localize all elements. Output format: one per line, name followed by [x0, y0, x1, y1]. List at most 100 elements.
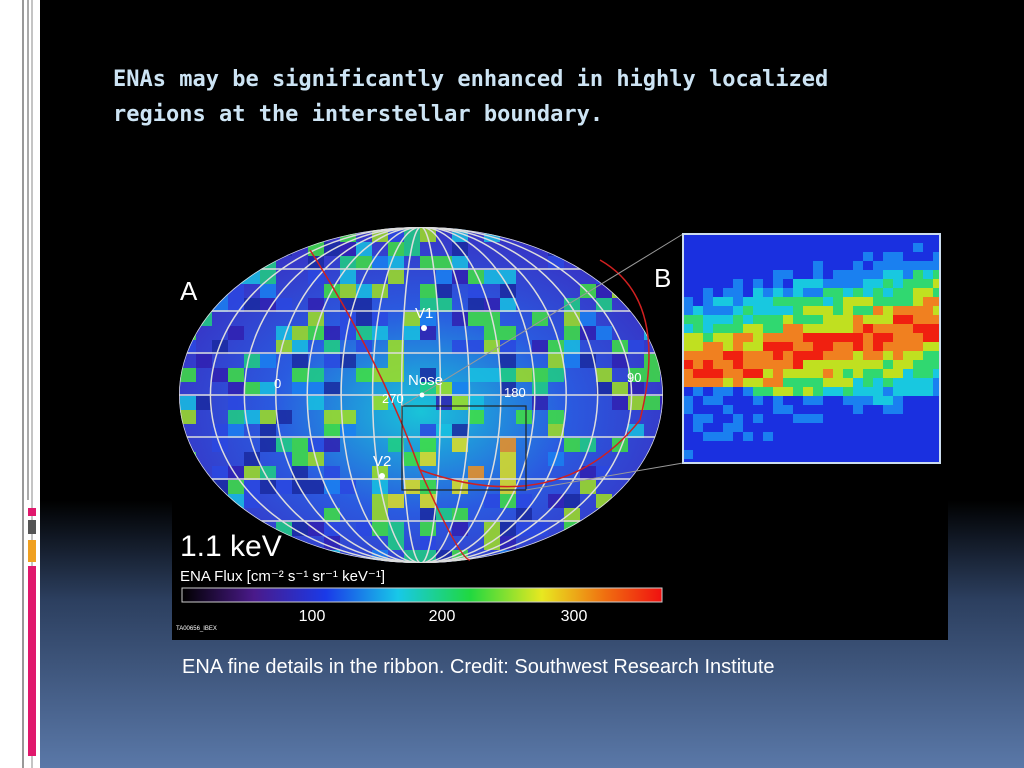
inset-pixel [763, 234, 773, 243]
inset-pixel [733, 288, 743, 297]
inset-pixel [743, 387, 753, 396]
inset-pixel [873, 324, 883, 333]
inset-pixel [703, 234, 713, 243]
inset-pixel [753, 288, 763, 297]
inset-pixel [843, 369, 853, 378]
inset-pixel [733, 351, 743, 360]
inset-pixel [873, 306, 883, 315]
map-pixel [356, 368, 372, 382]
inset-pixel [833, 243, 843, 252]
inset-pixel [813, 315, 823, 324]
inset-pixel [773, 342, 783, 351]
inset-pixel [933, 396, 940, 405]
map-pixel [308, 438, 324, 452]
map-pixel [276, 410, 292, 424]
inset-pixel [793, 297, 803, 306]
inset-pixel [873, 360, 883, 369]
inset-pixel [823, 306, 833, 315]
inset-pixel [823, 387, 833, 396]
map-pixel [468, 466, 484, 480]
inset-pixel [803, 441, 813, 450]
inset-pixel [863, 360, 873, 369]
inset-pixel [733, 342, 743, 351]
inset-pixel [723, 441, 733, 450]
map-pixel [564, 326, 580, 340]
map-pixel [436, 298, 452, 312]
map-pixel [260, 298, 276, 312]
inset-pixel [873, 441, 883, 450]
inset-pixel [863, 369, 873, 378]
inset-pixel [743, 351, 753, 360]
inset-pixel [703, 378, 713, 387]
inset-pixel [923, 342, 933, 351]
inset-pixel [883, 450, 893, 459]
inset-pixel [773, 423, 783, 432]
inset-pixel [803, 279, 813, 288]
map-pixel [500, 382, 516, 396]
map-pixel [308, 368, 324, 382]
inset-pixel [723, 405, 733, 414]
inset-pixel [733, 459, 743, 463]
inset-pixel [813, 423, 823, 432]
inset-pixel [843, 405, 853, 414]
map-pixel [260, 354, 276, 368]
caption: ENA fine details in the ribbon. Credit: … [182, 656, 775, 678]
map-pixel [420, 438, 436, 452]
map-pixel [436, 396, 452, 410]
inset-pixel [893, 369, 903, 378]
inset-pixel [693, 306, 703, 315]
inset-pixel [783, 324, 793, 333]
inset-pixel [883, 234, 893, 243]
map-pixel [372, 312, 388, 326]
inset-pixel [913, 387, 923, 396]
map-pixel [356, 298, 372, 312]
inset-pixel [833, 252, 843, 261]
map-pixel [260, 424, 276, 438]
inset-pixel [913, 351, 923, 360]
inset-pixel [713, 387, 723, 396]
map-pixel [452, 340, 468, 354]
inset-pixel [863, 441, 873, 450]
inset-pixel [833, 306, 843, 315]
inset-pixel [903, 459, 913, 463]
v2-dot [379, 473, 385, 479]
inset-pixel [723, 369, 733, 378]
inset-pixel [793, 261, 803, 270]
inset-pixel [763, 414, 773, 423]
inset-pixel [693, 288, 703, 297]
map-pixel [548, 494, 564, 508]
inset-pixel [703, 324, 713, 333]
inset-pixel [793, 423, 803, 432]
inset-pixel [923, 288, 933, 297]
inset-pixel [693, 441, 703, 450]
inset-pixel [913, 459, 923, 463]
map-pixel [596, 466, 612, 480]
inset-pixel [703, 351, 713, 360]
inset-pixel [933, 297, 940, 306]
title-line: ENAs may be significantly enhanced in hi… [113, 67, 829, 92]
nose-dot [419, 392, 425, 398]
inset-pixel [893, 387, 903, 396]
inset-pixel [853, 252, 863, 261]
inset-pixel [903, 297, 913, 306]
inset-pixel [823, 297, 833, 306]
inset-pixel [773, 432, 783, 441]
inset-pixel [693, 315, 703, 324]
inset-pixel [893, 360, 903, 369]
inset-pixel [803, 342, 813, 351]
inset-pixel [823, 270, 833, 279]
inset-pixel [753, 369, 763, 378]
map-pixel [548, 410, 564, 424]
map-pixel [644, 354, 660, 368]
inset-pixel [863, 342, 873, 351]
map-pixel [324, 340, 340, 354]
map-pixel [468, 312, 484, 326]
inset-pixel [833, 279, 843, 288]
inset-pixel [913, 252, 923, 261]
inset-pixel [803, 270, 813, 279]
inset-pixel [753, 450, 763, 459]
inset-pixel [743, 306, 753, 315]
map-pixel [244, 382, 260, 396]
inset-pixel [913, 414, 923, 423]
inset-pixel [903, 279, 913, 288]
